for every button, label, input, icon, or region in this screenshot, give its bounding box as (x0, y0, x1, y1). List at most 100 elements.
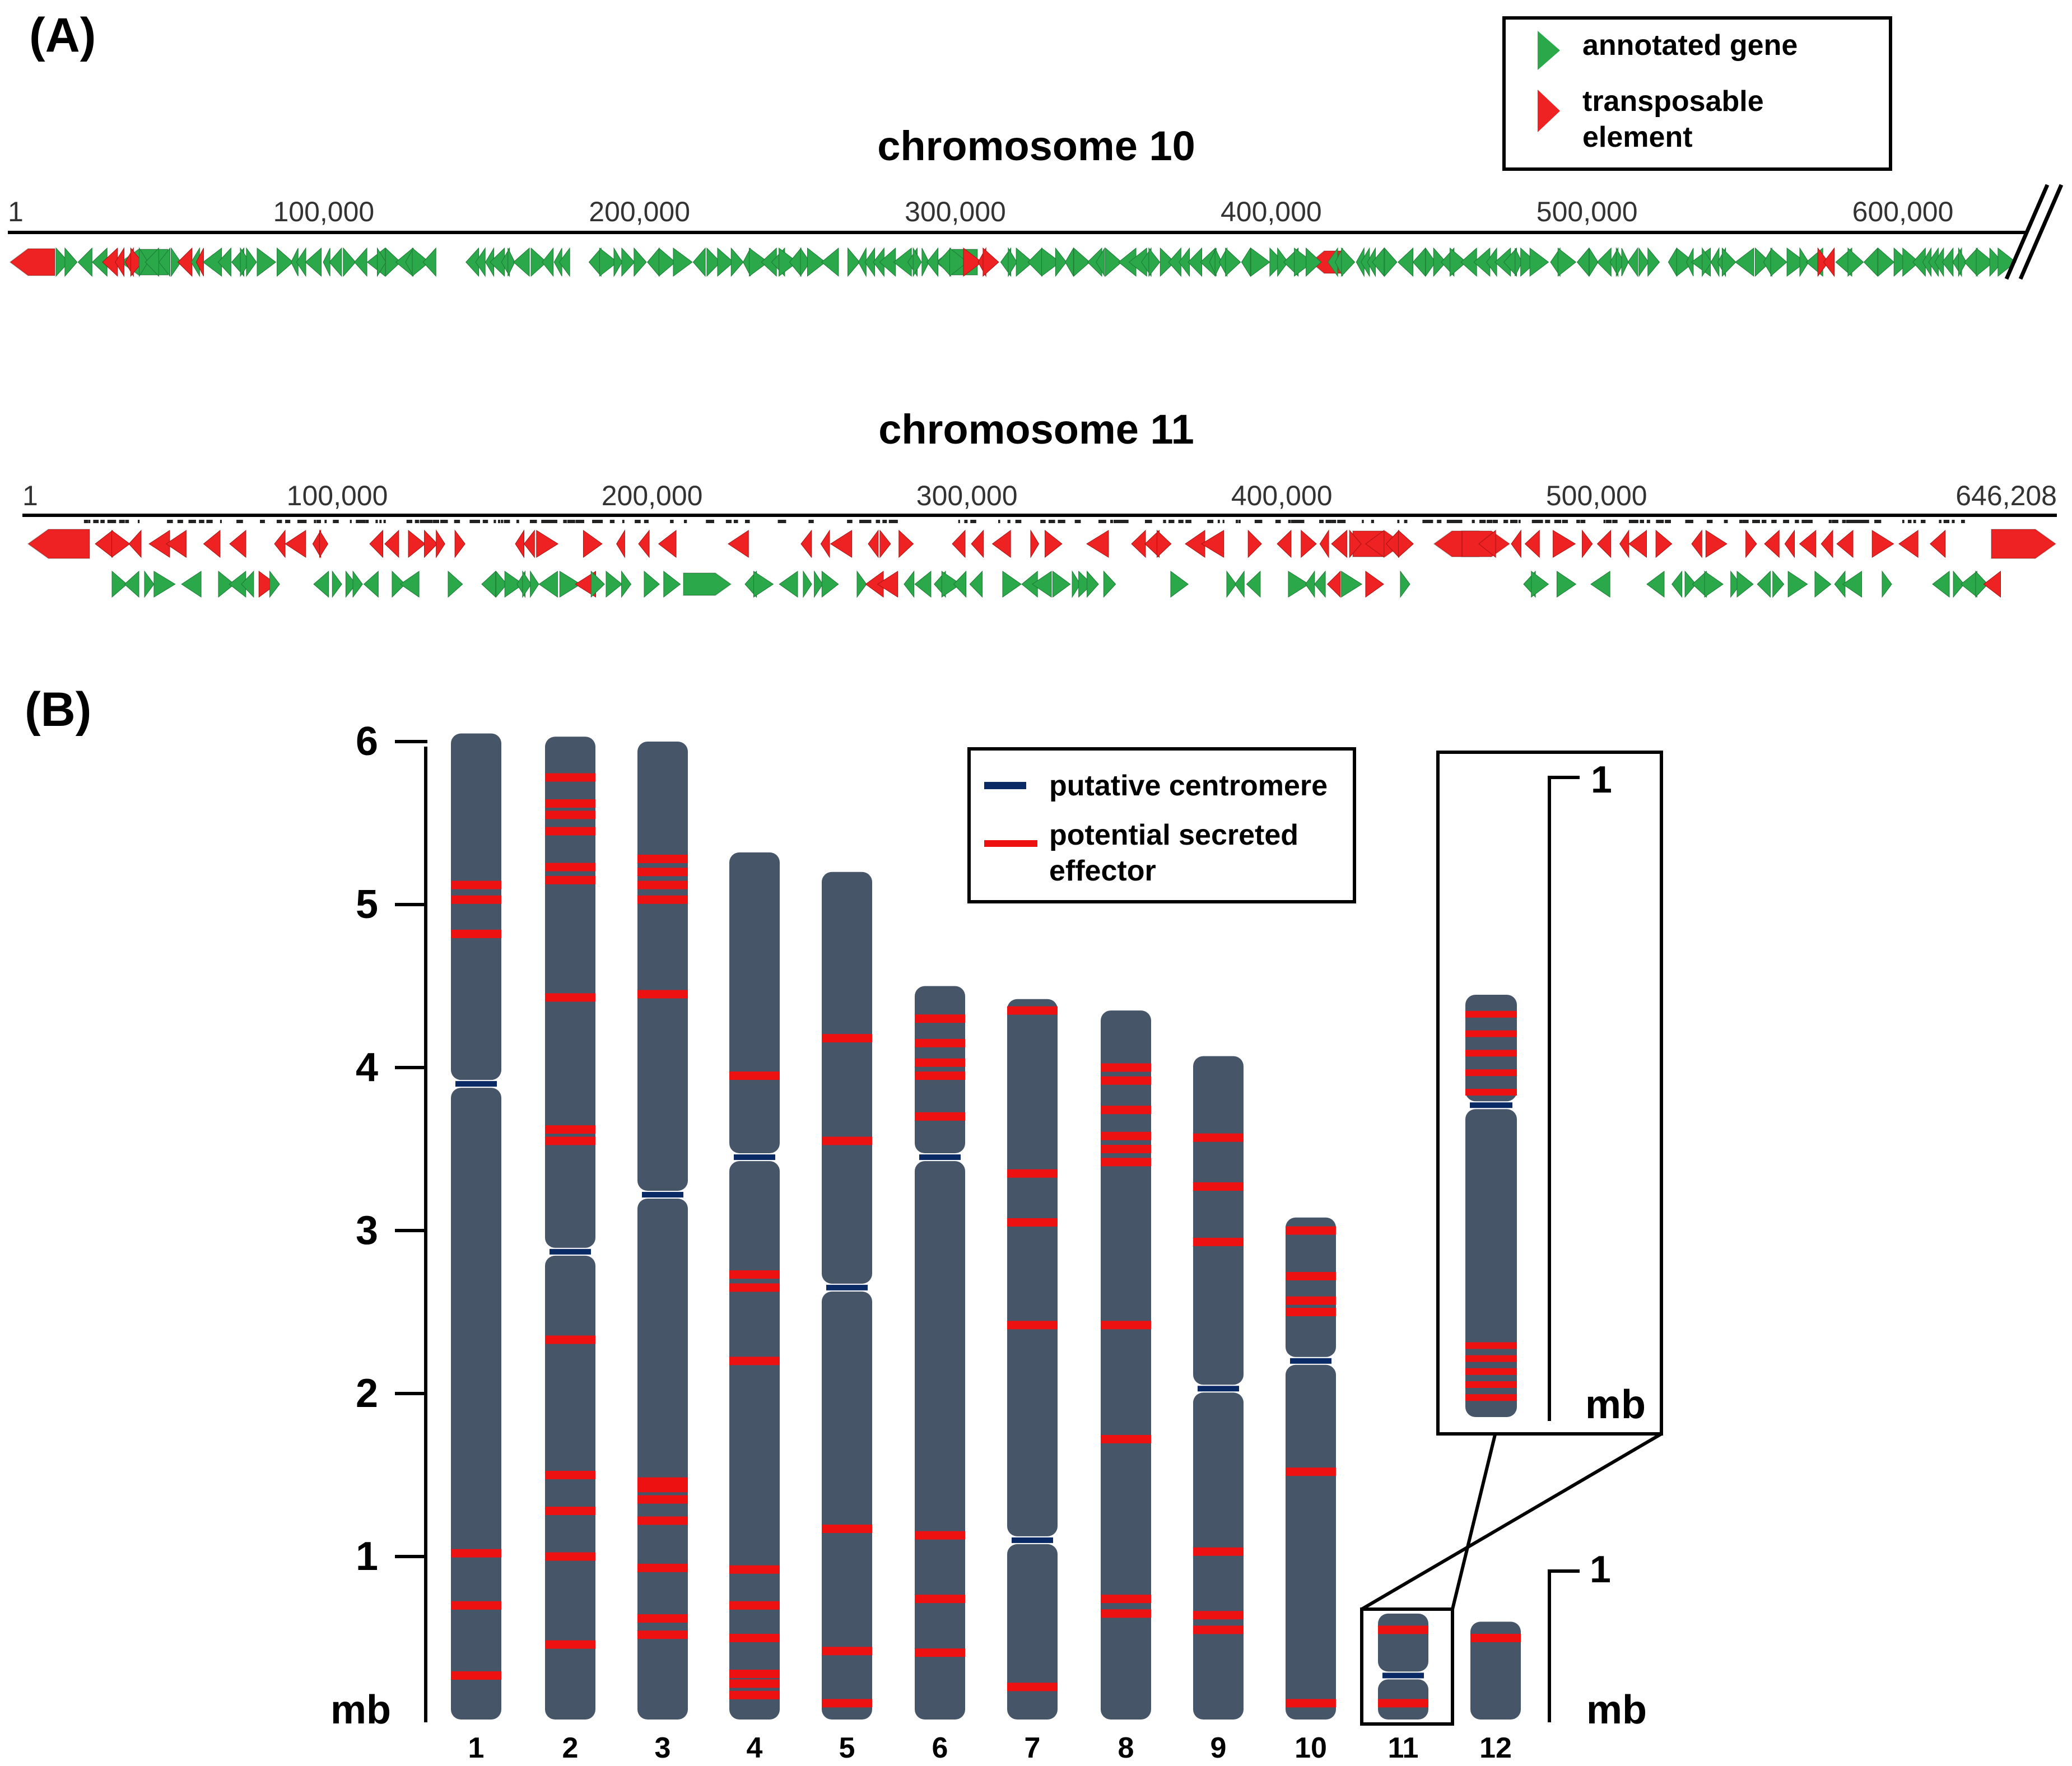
coverage-mark (316, 520, 322, 523)
coverage-mark (1545, 520, 1550, 523)
coverage-mark (407, 520, 412, 523)
gene-arrow (1041, 247, 1061, 277)
panel-a-label: (A) (29, 8, 96, 62)
te-arrow (868, 529, 879, 558)
te-arrow (1131, 529, 1146, 558)
te-arrow (424, 529, 438, 558)
coverage-mark (1288, 520, 1291, 523)
gene-arrow (673, 248, 693, 277)
chromosome-arm (545, 1255, 595, 1720)
gene-arrow (1730, 570, 1741, 598)
gene-arrow (1590, 571, 1610, 598)
te-arrow (1930, 529, 1946, 558)
te-arrow (1398, 529, 1414, 558)
coverage-mark (383, 520, 386, 523)
chromosome-10: 10 (1286, 1217, 1336, 1764)
coverage-mark (188, 520, 194, 523)
coverage-mark (1907, 520, 1912, 523)
centromere-band (1012, 1537, 1053, 1543)
inset-scale-tick-label: 1 (1591, 758, 1612, 801)
effector-band (545, 1507, 595, 1516)
te-arrow (1045, 529, 1063, 558)
centromere-band (734, 1154, 775, 1161)
gene-arrow (377, 247, 387, 277)
gene-arrow (1246, 570, 1261, 598)
centromere-swatch-icon (984, 782, 1026, 789)
te-arrow (369, 529, 384, 558)
chr11-inset: 1 mb (1436, 751, 1663, 1436)
inset-scale-unit: mb (1585, 1382, 1646, 1427)
effector-band (1101, 1609, 1151, 1618)
gene-arrow (1226, 570, 1237, 598)
gene-arrow (139, 247, 148, 277)
coverage-mark (100, 520, 105, 523)
gene-arrow (1277, 247, 1289, 277)
legend-centromere: putative centromere (1049, 770, 1328, 802)
gene-arrow (159, 247, 170, 277)
te-arrow (952, 529, 966, 558)
effector-band (1465, 1394, 1517, 1401)
chromosome-2: 2 (545, 737, 595, 1764)
coverage-mark (504, 520, 510, 523)
coverage-mark (1258, 520, 1263, 523)
gene-arrow (1529, 247, 1549, 277)
gene-arrow (1893, 247, 1910, 277)
effector-band (637, 1484, 688, 1493)
gene-arrow (1188, 247, 1203, 277)
gene-arrow (1055, 247, 1067, 277)
coverage-mark (206, 520, 209, 523)
gene-arrow (803, 570, 812, 598)
gene-arrow (634, 247, 647, 277)
gene-arrow (343, 247, 356, 277)
te-arrow (111, 530, 131, 558)
coverage-mark (84, 520, 89, 523)
gene-arrow (1053, 571, 1071, 598)
gene-arrow (663, 570, 681, 598)
effector-band (545, 1471, 595, 1479)
coverage-mark (297, 520, 302, 523)
gene-arrow (949, 247, 968, 277)
gene-arrow (692, 247, 706, 277)
effector-band (637, 1477, 688, 1486)
gene-arrow (1027, 247, 1042, 277)
effector-band (1101, 1131, 1151, 1140)
te-arrow (1628, 529, 1647, 558)
te-arrow (1983, 570, 2001, 598)
centromere-band (550, 1248, 591, 1255)
small-scale-unit: mb (1586, 1688, 1647, 1732)
coverage-mark (1657, 520, 1664, 523)
gene-arrow (246, 247, 257, 277)
te-arrow (1619, 529, 1629, 558)
coverage-mark (1110, 520, 1114, 523)
gene-arrow (363, 570, 379, 598)
coverage-mark (125, 520, 129, 523)
effector-band (545, 875, 595, 884)
gene-arrow (1902, 247, 1920, 277)
chromosome-arm (1465, 1109, 1517, 1417)
te-arrow (1156, 529, 1172, 558)
te-arrow (1349, 529, 1362, 558)
effector-band (451, 1671, 501, 1680)
coverage-mark (1562, 520, 1568, 523)
effector-band (915, 1014, 965, 1023)
coverage-mark (888, 520, 895, 523)
coverage-mark (493, 520, 496, 523)
coverage-mark (597, 520, 603, 523)
coverage-mark (670, 520, 674, 523)
coverage-mark (550, 520, 554, 523)
coverage-mark (1867, 520, 1869, 523)
coverage-mark (541, 520, 546, 523)
coverage-mark (1939, 520, 1941, 523)
mb-axis-unit: mb (330, 1688, 391, 1732)
effector-band (729, 1071, 780, 1080)
gene-arrow (171, 247, 181, 277)
gene-arrow (1702, 247, 1712, 277)
gene-arrow (1031, 571, 1052, 598)
chromosome-11: 11 (1378, 1613, 1428, 1764)
centromere-band (826, 1284, 868, 1290)
gene-arrow (1096, 247, 1105, 277)
gene-arrow (1425, 247, 1436, 277)
coverage-mark (1427, 520, 1432, 523)
annotated-gene-arrow-icon (1538, 31, 1560, 70)
chromosome-label: 9 (1210, 1732, 1227, 1764)
